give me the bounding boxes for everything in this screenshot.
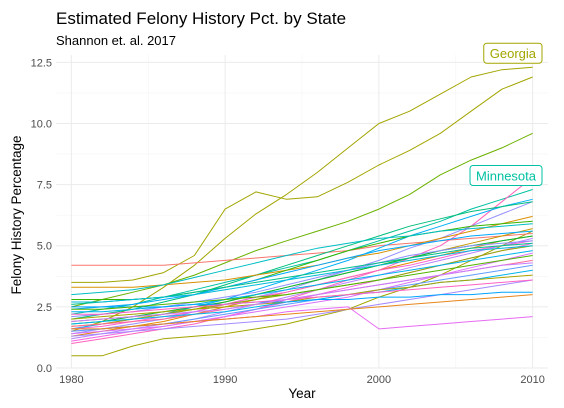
chart-subtitle: Shannon et. al. 2017 — [56, 33, 176, 48]
x-axis-title: Year — [288, 386, 316, 401]
x-tick-label: 2010 — [520, 374, 544, 386]
chart-title: Estimated Felony History Pct. by State — [56, 9, 346, 28]
series-label-georgia: Georgia — [484, 43, 542, 63]
y-tick-label: 12.5 — [31, 57, 52, 69]
tick-labels: 0.0 2.5 5.0 7.5 10.0 12.5 1980 1990 2000 2010 — [31, 57, 545, 386]
y-tick-label: 7.5 — [37, 180, 52, 192]
y-tick-label: 0.0 — [37, 363, 52, 375]
series-label-minnesota: Minnesota — [470, 165, 542, 185]
y-tick-label: 5.0 — [37, 241, 52, 253]
series-labels: Minnesota Georgia — [470, 43, 542, 185]
series-label-text: Georgia — [490, 46, 537, 61]
y-axis-title: Felony History Percentage — [9, 135, 24, 294]
series-label-text: Minnesota — [476, 168, 537, 183]
x-tick-label: 2000 — [367, 374, 391, 386]
y-tick-label: 2.5 — [37, 302, 52, 314]
y-tick-label: 10.0 — [31, 118, 52, 130]
x-tick-label: 1990 — [213, 374, 237, 386]
x-tick-label: 1980 — [59, 374, 83, 386]
